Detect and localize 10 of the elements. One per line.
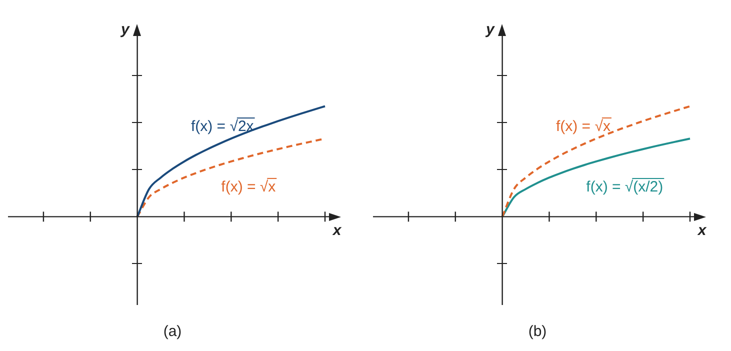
legend-label: f(x) = √x <box>556 118 611 136</box>
legend-label: f(x) = √x <box>221 178 276 196</box>
legend-label: f(x) = √2x <box>190 118 254 136</box>
y-axis-title: y <box>484 21 495 38</box>
legend-label: f(x) = √(x/2) <box>586 178 664 196</box>
text: (b) <box>528 323 547 340</box>
y-axis-title: y <box>120 21 130 38</box>
x-axis-title: x <box>332 222 342 239</box>
text: (a) <box>163 323 182 340</box>
x-axis-title: x <box>696 222 707 239</box>
